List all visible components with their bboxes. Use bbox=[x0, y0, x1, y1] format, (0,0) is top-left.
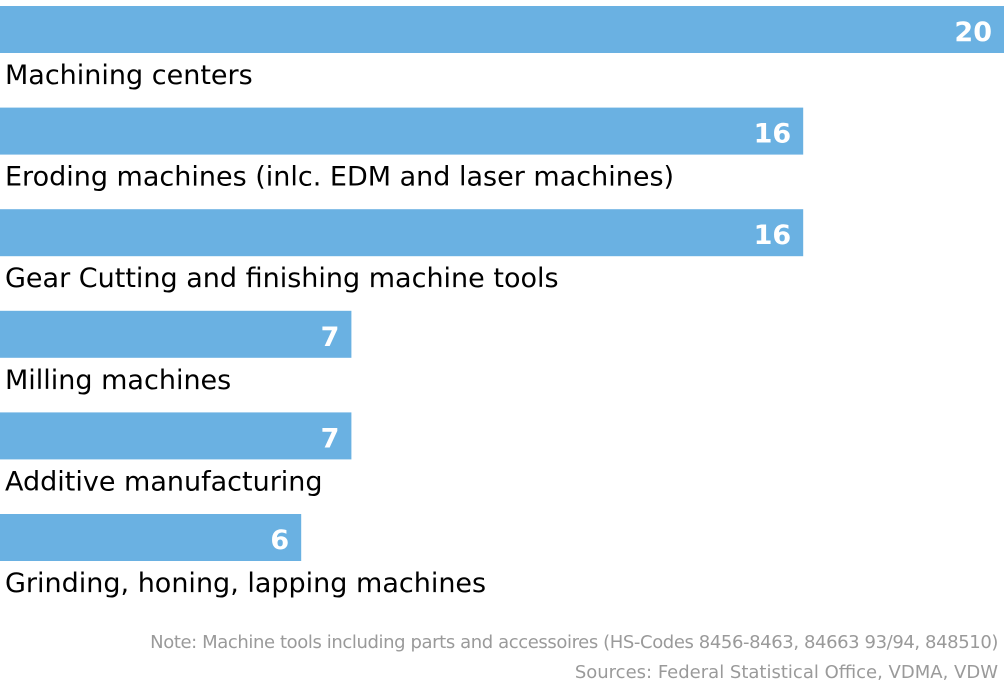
bar-gear-cutting-and-finishing-machine-tools bbox=[0, 209, 804, 257]
category-label-eroding-machines-inlc-edm-and-laser-machines: Eroding machines (inlc. EDM and laser ma… bbox=[5, 162, 674, 193]
bar-milling-machines bbox=[0, 310, 352, 358]
value-label-gear-cutting-and-finishing-machine-tools: 16 bbox=[754, 220, 792, 251]
value-label-grinding-honing-lapping-machines: 6 bbox=[270, 525, 289, 556]
bar-grinding-honing-lapping-machines bbox=[0, 514, 302, 561]
category-label-milling-machines: Milling machines bbox=[5, 365, 231, 396]
category-label-grinding-honing-lapping-machines: Grinding, honing, lapping machines bbox=[5, 568, 486, 599]
bar-machining-centers bbox=[0, 6, 1004, 53]
bar-eroding-machines-inlc-edm-and-laser-machines bbox=[0, 107, 804, 155]
category-label-machining-centers: Machining centers bbox=[5, 60, 253, 91]
value-label-additive-manufacturing: 7 bbox=[321, 423, 340, 454]
value-label-milling-machines: 7 bbox=[321, 322, 340, 353]
category-label-gear-cutting-and-finishing-machine-tools: Gear Cutting and finishing machine tools bbox=[5, 263, 559, 294]
category-label-additive-manufacturing: Additive manufacturing bbox=[5, 466, 323, 497]
bar-additive-manufacturing bbox=[0, 412, 352, 460]
value-label-eroding-machines-inlc-edm-and-laser-machines: 16 bbox=[754, 119, 792, 150]
chart-sources: Sources: Federal Statistical Office, VDM… bbox=[574, 662, 998, 683]
value-label-machining-centers: 20 bbox=[954, 17, 992, 48]
chart-note: Note: Machine tools including parts and … bbox=[150, 632, 998, 653]
